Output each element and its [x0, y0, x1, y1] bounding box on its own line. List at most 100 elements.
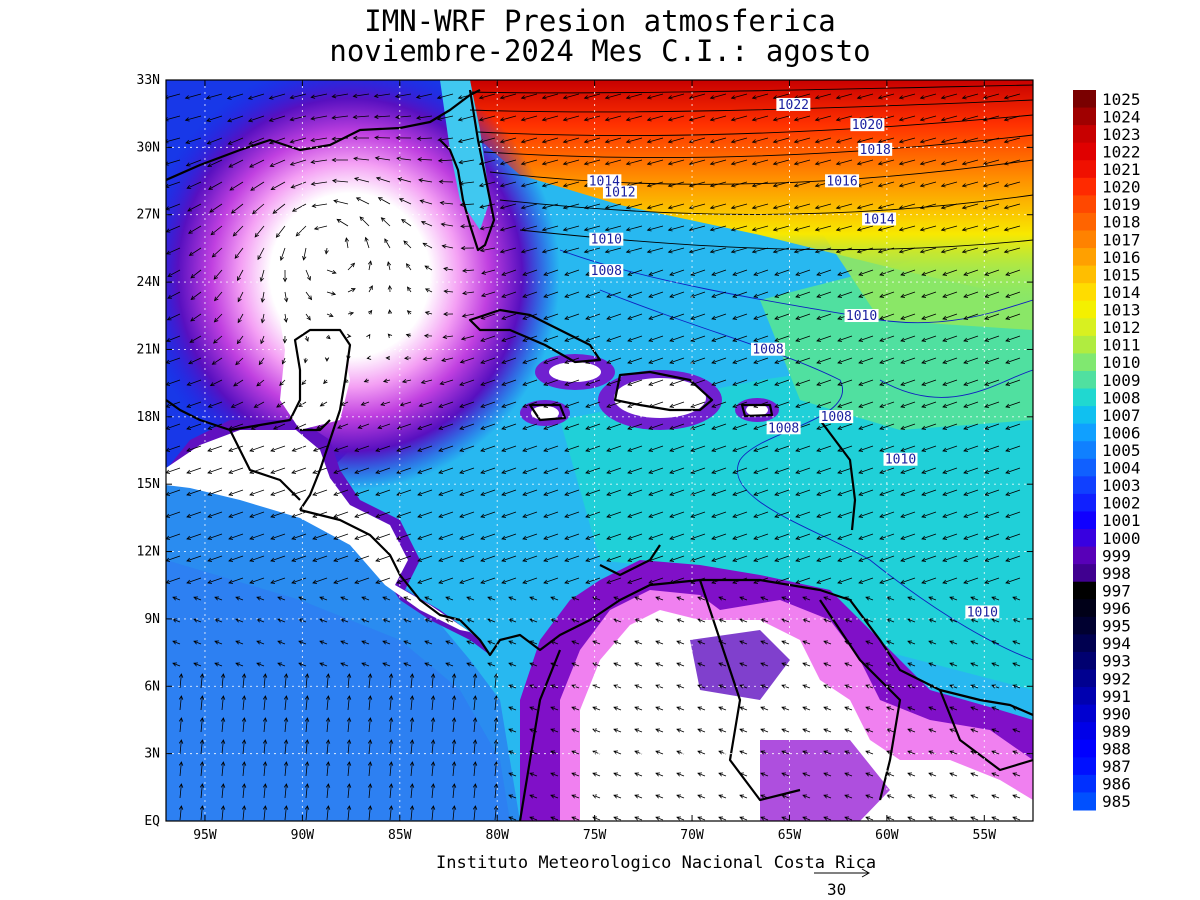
colorbar-label: 1010 [1102, 353, 1141, 372]
wind-arrow [522, 445, 538, 452]
wind-arrow [178, 783, 184, 799]
wind-arrow [984, 511, 1000, 518]
wind-arrow [272, 203, 286, 214]
wind-arrow [562, 93, 580, 100]
wind-arrow [405, 263, 412, 271]
wind-arrow [283, 805, 289, 821]
wind-arrow [739, 596, 748, 601]
wind-arrow [919, 137, 937, 144]
wind-arrow [940, 93, 958, 100]
wind-arrow [949, 706, 958, 711]
wind-arrow [949, 772, 958, 777]
wind-arrow [942, 269, 958, 276]
wind-arrow [676, 662, 685, 667]
colorbar-swatch [1073, 195, 1096, 214]
wind-arrow [781, 816, 790, 821]
wind-arrow [501, 291, 517, 298]
wind-arrow [921, 445, 937, 452]
wind-arrow [648, 533, 664, 540]
contour-label: 1010 [589, 232, 624, 248]
wind-arrow [409, 805, 415, 821]
wind-arrow [1012, 640, 1021, 645]
wind-arrow [241, 739, 247, 755]
wind-arrow [676, 596, 685, 601]
wind-arrow [480, 555, 496, 562]
wind-arrow [305, 291, 313, 301]
wind-arrow [982, 203, 1000, 210]
wind-arrow [772, 159, 790, 166]
wind-arrow [227, 115, 244, 123]
wind-arrow [774, 577, 790, 584]
wind-arrow [816, 467, 832, 474]
wind-arrow [1005, 555, 1021, 562]
wind-arrow [478, 93, 496, 100]
wind-arrow [375, 533, 391, 540]
wind-arrow [291, 577, 307, 584]
wind-arrow [409, 717, 415, 733]
wind-arrow [234, 247, 244, 259]
wind-arrow [690, 291, 706, 298]
wind-arrow [627, 445, 643, 452]
wind-arrow [690, 269, 706, 276]
wind-arrow [634, 706, 643, 711]
wind-arrow [304, 761, 310, 777]
wind-arrow [949, 794, 958, 799]
wind-arrow [253, 401, 265, 408]
wind-arrow [898, 203, 916, 210]
wind-arrow [375, 489, 391, 496]
wind-arrow [900, 401, 916, 408]
wind-arrow [187, 203, 202, 212]
wind-arrow [690, 335, 706, 342]
wind-arrow [462, 290, 475, 296]
wind-arrow [354, 467, 370, 474]
wind-arrow [900, 335, 916, 342]
colorbar-swatch [1073, 687, 1096, 706]
wind-arrow [298, 662, 307, 667]
wind-arrow [522, 357, 538, 364]
wind-arrow [907, 750, 916, 755]
wind-arrow [564, 269, 580, 276]
wind-arrow [472, 673, 478, 689]
wind-arrow [430, 805, 436, 821]
wind-arrow [543, 401, 559, 408]
wind-arrow [459, 202, 475, 207]
wind-arrow [718, 794, 727, 799]
wind-arrow [669, 533, 685, 540]
wind-arrow [732, 489, 748, 496]
wind-arrow [451, 717, 457, 733]
wind-arrow [270, 445, 286, 452]
wind-arrow [970, 596, 979, 601]
wind-arrow [772, 115, 790, 122]
wind-arrow [1005, 577, 1021, 584]
wind-arrow [270, 555, 286, 562]
colorbar-label: 1022 [1102, 142, 1141, 161]
wind-arrow [235, 640, 244, 645]
wind-arrow [940, 225, 958, 232]
wind-arrow [858, 379, 874, 386]
wind-arrow [886, 640, 895, 645]
svg-text:1008: 1008 [821, 410, 852, 425]
lon-label: 70W [680, 828, 704, 843]
colorbar-label: 1018 [1102, 213, 1141, 232]
wind-arrow [655, 706, 664, 711]
wind-arrow [283, 695, 289, 711]
wind-arrow [753, 291, 769, 298]
wind-arrow [340, 640, 349, 645]
wind-arrow [991, 772, 1000, 777]
svg-text:1010: 1010 [885, 453, 916, 468]
contour-label: 1010 [883, 452, 918, 468]
wind-arrow [367, 761, 373, 777]
wind-arrow [730, 115, 748, 122]
wind-arrow [667, 159, 685, 166]
wind-arrow [627, 269, 643, 276]
wind-arrow [648, 511, 664, 518]
wind-arrow [276, 401, 286, 408]
wind-arrow [858, 489, 874, 496]
wind-arrow [304, 783, 310, 799]
wind-arrow [942, 335, 958, 342]
wind-arrow [970, 640, 979, 645]
wind-arrow [493, 783, 499, 799]
wind-arrow [445, 596, 454, 601]
wind-arrow [325, 695, 331, 711]
wind-arrow [388, 739, 394, 755]
